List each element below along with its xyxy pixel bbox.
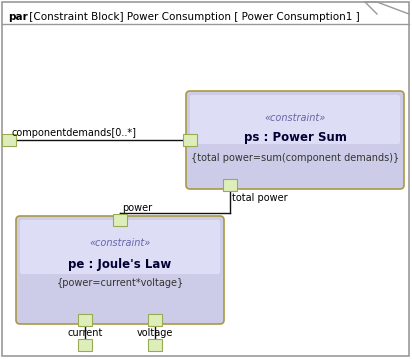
Text: componentdemands[0..*]: componentdemands[0..*] [12, 128, 137, 138]
Text: voltage: voltage [137, 328, 173, 338]
Bar [113, 214, 127, 226]
Bar [2, 134, 16, 146]
Text: «constraint»: «constraint» [265, 113, 325, 123]
FancyBboxPatch shape [186, 91, 404, 189]
Text: {total power=sum(component demands)}: {total power=sum(component demands)} [191, 153, 399, 163]
Text: power: power [122, 203, 152, 213]
FancyBboxPatch shape [16, 216, 224, 324]
Bar [78, 314, 92, 326]
Text: current: current [67, 328, 103, 338]
Text: [Constraint Block] Power Consumption [ Power Consumption1 ]: [Constraint Block] Power Consumption [ P… [26, 12, 360, 22]
FancyBboxPatch shape [190, 95, 400, 144]
FancyBboxPatch shape [20, 220, 220, 274]
Text: par: par [8, 12, 28, 22]
Bar [148, 314, 162, 326]
Bar [183, 134, 197, 146]
Bar [78, 339, 92, 351]
Text: pe : Joule's Law: pe : Joule's Law [68, 258, 172, 271]
Text: {power=current*voltage}: {power=current*voltage} [56, 278, 184, 288]
Bar [148, 339, 162, 351]
Bar [223, 179, 237, 191]
Text: ps : Power Sum: ps : Power Sum [243, 131, 346, 144]
Text: «constraint»: «constraint» [89, 238, 151, 248]
Text: total power: total power [232, 193, 288, 203]
